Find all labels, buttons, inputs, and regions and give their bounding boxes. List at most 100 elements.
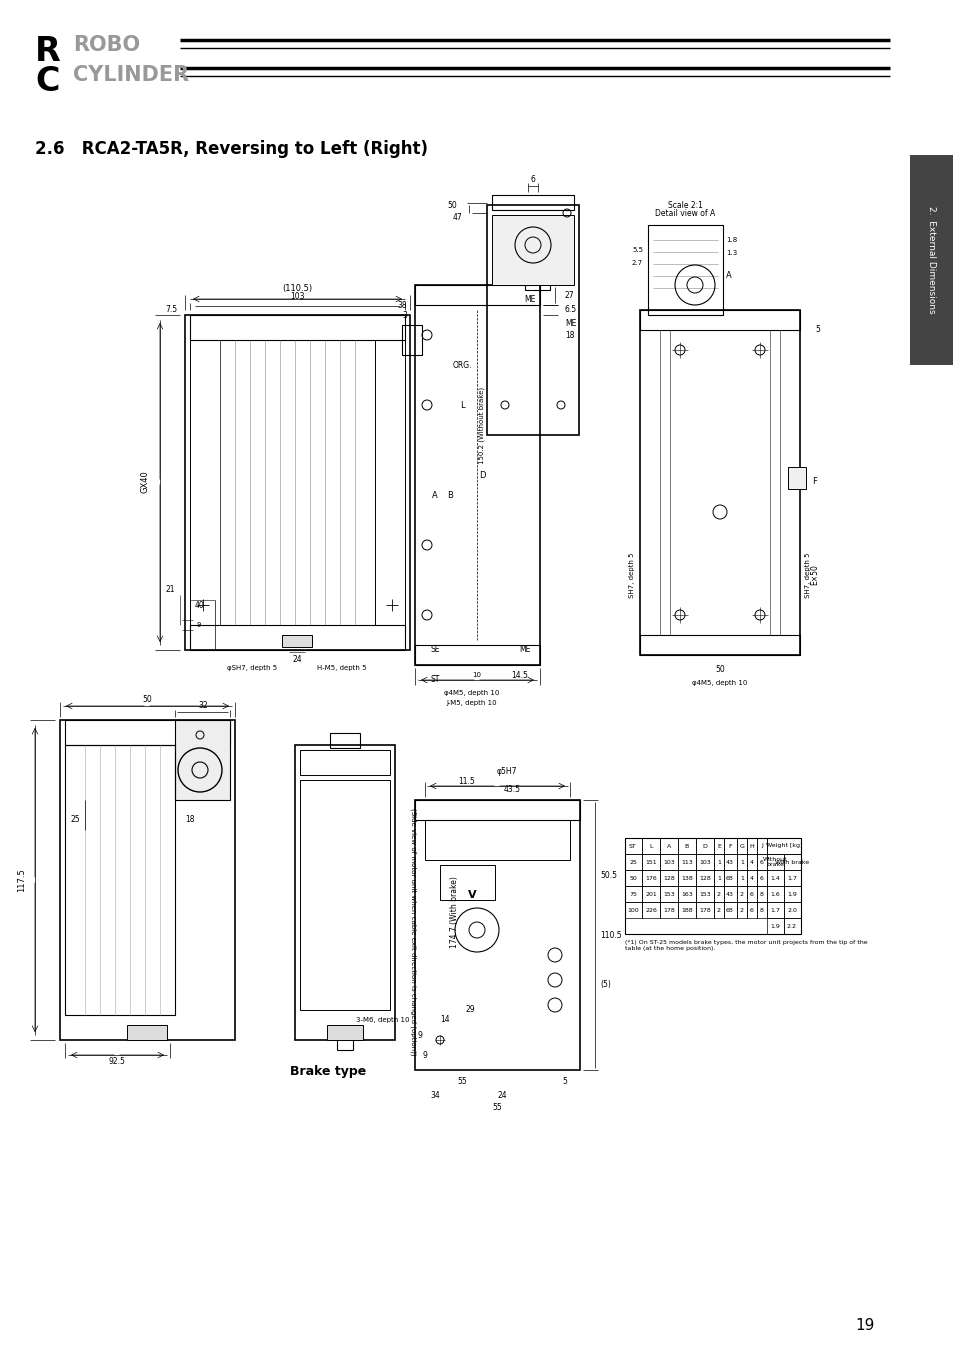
Bar	[641, 869, 659, 886]
Text: 19: 19	[854, 1318, 874, 1332]
Bar	[174, 720, 230, 801]
Bar	[757, 838, 766, 855]
Text: 50: 50	[715, 666, 724, 675]
Text: B: B	[684, 844, 688, 849]
Bar	[639, 310, 800, 655]
Text: φ4M5, depth 10: φ4M5, depth 10	[444, 690, 499, 697]
Bar	[696, 902, 713, 918]
Text: ME: ME	[524, 296, 536, 305]
Bar	[299, 751, 390, 775]
Bar	[678, 838, 696, 855]
Text: 5.5: 5.5	[631, 247, 642, 252]
Text: φ5H7: φ5H7	[497, 768, 517, 776]
Text: E×50: E×50	[809, 564, 818, 586]
Bar	[641, 886, 659, 902]
Text: 27: 27	[564, 290, 574, 300]
Text: ROBO: ROBO	[73, 35, 140, 55]
Bar	[713, 838, 723, 855]
Text: 138: 138	[680, 876, 692, 880]
Text: 32: 32	[198, 702, 208, 710]
Text: 25: 25	[71, 815, 80, 825]
Text: 29: 29	[465, 1006, 475, 1014]
Bar	[439, 865, 495, 900]
Text: 178: 178	[662, 907, 674, 913]
Text: 103: 103	[290, 292, 304, 301]
Bar	[757, 869, 766, 886]
Text: 1: 1	[717, 876, 720, 880]
Text: V: V	[467, 890, 476, 900]
Text: E: E	[717, 844, 720, 849]
Bar	[415, 285, 539, 666]
Text: 1.4: 1.4	[769, 876, 780, 880]
Text: 117.5: 117.5	[17, 868, 27, 892]
Text: J: J	[760, 844, 762, 849]
Text: 9: 9	[196, 622, 201, 628]
Bar	[909, 155, 953, 364]
Text: 100: 100	[626, 907, 639, 913]
Bar	[737, 886, 746, 902]
Text: 113: 113	[680, 860, 692, 864]
Bar	[127, 1025, 167, 1040]
Text: 201: 201	[644, 891, 657, 896]
Text: 128: 128	[662, 876, 674, 880]
Text: 5: 5	[562, 1077, 567, 1087]
Text: 6: 6	[749, 891, 753, 896]
Text: 25: 25	[628, 860, 637, 864]
Text: 50: 50	[447, 201, 456, 209]
Bar	[737, 902, 746, 918]
Bar	[723, 855, 737, 869]
Text: 75: 75	[628, 891, 637, 896]
Text: ME: ME	[564, 319, 576, 328]
Text: 153: 153	[662, 891, 674, 896]
Bar	[624, 902, 641, 918]
Bar	[294, 745, 395, 1040]
Text: Detail view of A: Detail view of A	[654, 208, 715, 217]
Text: 2: 2	[740, 891, 743, 896]
Bar	[766, 869, 783, 886]
Text: SE: SE	[430, 645, 439, 655]
Bar	[713, 855, 723, 869]
Bar	[190, 340, 220, 625]
Text: 6: 6	[530, 176, 535, 185]
Text: SH7, depth 5: SH7, depth 5	[804, 552, 810, 598]
Text: 153: 153	[699, 891, 710, 896]
Bar	[766, 886, 783, 902]
Text: 92.5: 92.5	[109, 1057, 125, 1066]
Bar	[60, 720, 234, 1040]
Text: 18: 18	[564, 331, 574, 339]
Text: B: B	[447, 490, 453, 500]
Text: 3: 3	[402, 310, 407, 320]
Bar	[185, 315, 410, 649]
Text: With brake: With brake	[774, 860, 808, 864]
Bar	[723, 869, 737, 886]
Text: 47: 47	[452, 212, 461, 221]
Text: 2: 2	[717, 907, 720, 913]
Text: (110.5): (110.5)	[282, 284, 312, 293]
Text: Scale 2:1: Scale 2:1	[667, 201, 701, 209]
Text: 8: 8	[760, 907, 763, 913]
Bar	[624, 886, 641, 902]
Text: A: A	[432, 490, 437, 500]
Text: 43: 43	[725, 860, 733, 864]
Text: 43: 43	[725, 891, 733, 896]
Bar	[641, 902, 659, 918]
Text: 9: 9	[417, 1030, 422, 1040]
Text: 55: 55	[492, 1103, 501, 1112]
Text: 5: 5	[814, 325, 819, 335]
Bar	[659, 902, 678, 918]
Text: H: H	[749, 844, 754, 849]
Bar	[737, 838, 746, 855]
Text: 50.5: 50.5	[599, 871, 617, 879]
Bar	[746, 869, 757, 886]
Bar	[65, 745, 174, 1015]
Text: φ4M5, depth 10: φ4M5, depth 10	[692, 680, 747, 686]
Text: ST: ST	[430, 675, 439, 684]
Bar	[783, 855, 801, 869]
Text: J-M5, depth 10: J-M5, depth 10	[446, 701, 497, 706]
Bar	[659, 838, 678, 855]
Bar	[783, 869, 801, 886]
Bar	[746, 838, 757, 855]
Bar	[282, 634, 312, 647]
Bar	[486, 205, 578, 435]
Bar	[375, 340, 405, 625]
